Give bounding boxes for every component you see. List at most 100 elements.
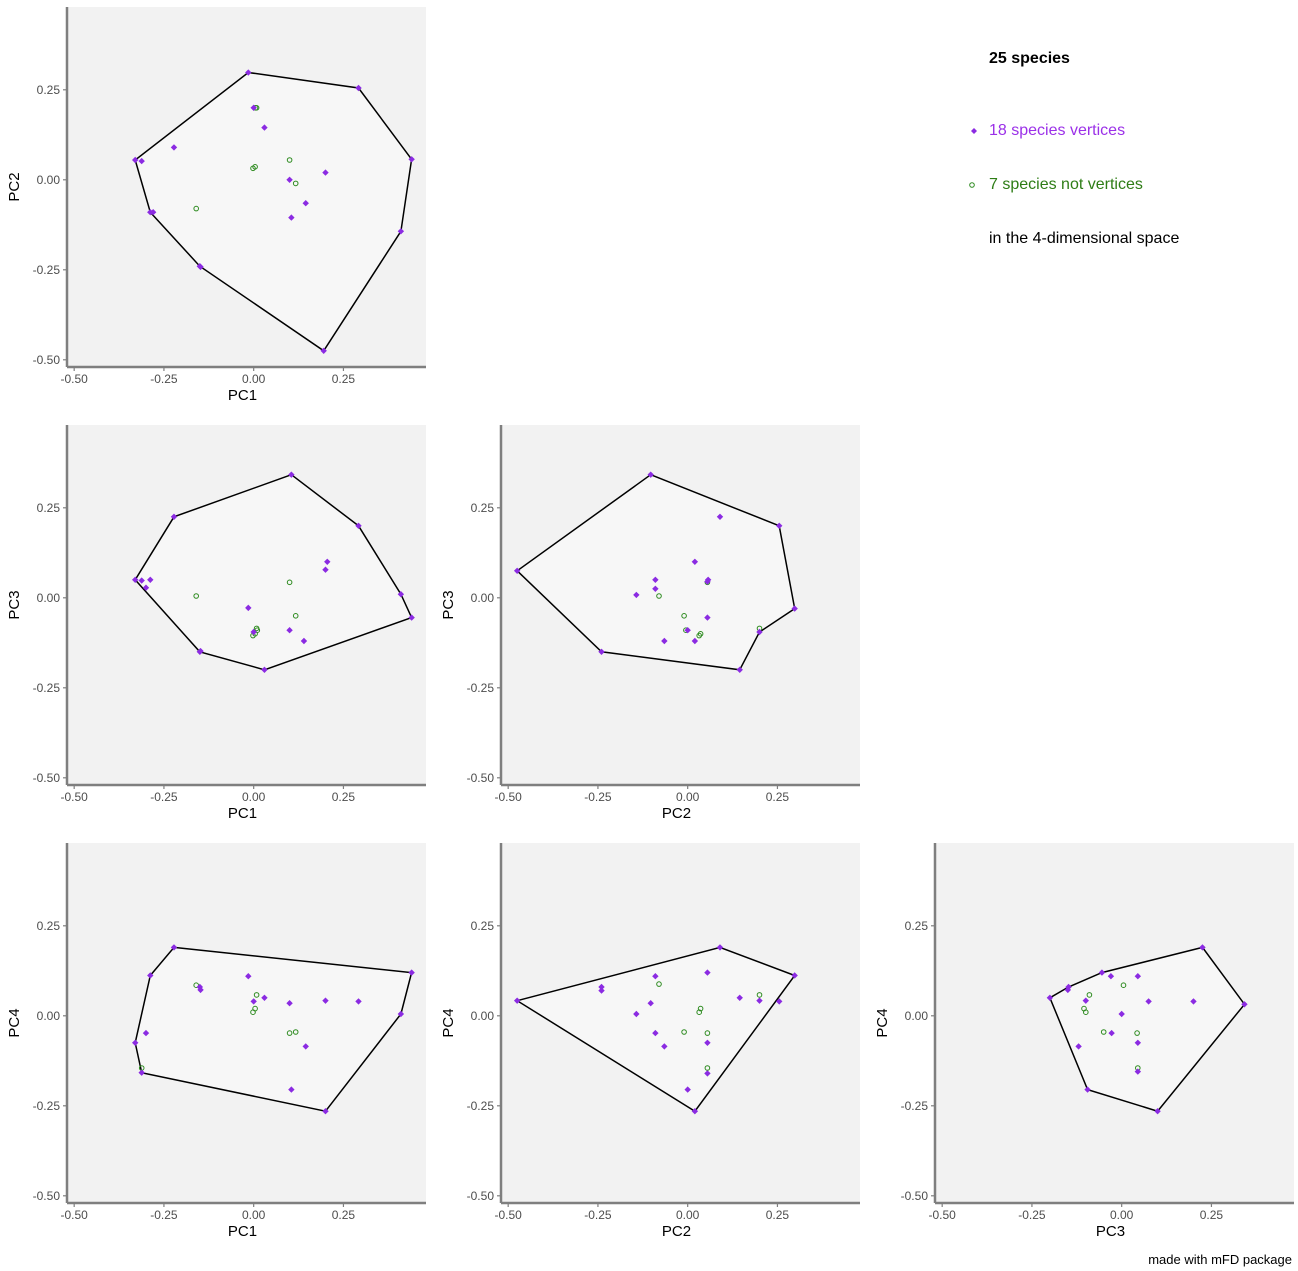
vertex-point — [170, 144, 178, 151]
vertex-point — [322, 169, 329, 176]
convex-hull — [134, 946, 413, 1113]
vertex-point — [397, 591, 405, 598]
nonvertex-point — [286, 157, 293, 163]
vertex-point — [132, 576, 139, 583]
vertex-point — [704, 614, 711, 621]
vertex-point — [652, 973, 659, 980]
x-tick-label: -0.25 — [1018, 1208, 1046, 1222]
vertex-point — [513, 997, 521, 1004]
vertex-point — [132, 1039, 139, 1046]
vertex-point — [288, 1086, 295, 1093]
vertex-point — [1064, 986, 1072, 994]
y-tick-label: 0.25 — [37, 919, 61, 933]
y-tick-label: -0.50 — [467, 1189, 495, 1203]
y-tick-label: 0.25 — [37, 501, 61, 515]
nonvertex-point — [252, 164, 258, 170]
vertex-point — [776, 998, 783, 1005]
nonvertex-point — [1120, 982, 1127, 989]
nonvertex-point — [681, 1029, 687, 1035]
vertex-point — [756, 628, 763, 636]
vertex-point — [170, 513, 178, 520]
vertex-point — [736, 666, 743, 673]
y-axis-label: PC4 — [6, 1008, 23, 1037]
y-tick-label: -0.25 — [467, 1099, 495, 1113]
y-tick-label: -0.50 — [33, 1189, 61, 1203]
vertex-point — [355, 522, 362, 529]
convex-hull — [516, 473, 796, 671]
x-axis-label: PC2 — [662, 805, 691, 822]
vertex-point — [513, 567, 521, 574]
x-tick-label: 0.00 — [1110, 1208, 1134, 1222]
vertex-point — [288, 214, 295, 221]
vertex-point — [684, 627, 691, 634]
vertex-point — [322, 997, 329, 1004]
vertex-point — [302, 1043, 309, 1050]
vertex-point — [647, 1000, 654, 1007]
panel-pc1-pc2: -0.50-0.50 -0.25 -0.25 0.00 0.00 0.25 0.25 PC1 P… — [6, 7, 426, 404]
vertex-point — [1154, 1108, 1161, 1115]
vertex-point — [661, 1043, 668, 1050]
vertex-point — [245, 69, 252, 76]
footer-credit: made with mFD package — [1148, 1252, 1292, 1267]
y-tick-label: -0.50 — [33, 771, 61, 785]
vertex-point — [261, 124, 268, 131]
vertex-point — [598, 983, 605, 991]
x-axis-label: PC2 — [662, 1223, 691, 1240]
vertex-point — [1145, 998, 1152, 1005]
y-tick-label: 0.00 — [471, 591, 495, 605]
convex-hull — [1048, 946, 1246, 1113]
vertex-point — [716, 513, 724, 520]
x-tick-label: -0.50 — [495, 790, 523, 804]
y-tick-label: 0.25 — [905, 919, 929, 933]
vertex-point — [1107, 973, 1115, 980]
vertex-point — [633, 1010, 640, 1018]
vertex-point — [250, 998, 257, 1005]
x-axis-label: PC3 — [1096, 1223, 1125, 1240]
vertex-point — [408, 614, 415, 621]
y-tick-label: -0.50 — [467, 771, 495, 785]
nonvertex-point — [697, 631, 704, 637]
x-tick-label: 0.25 — [766, 1208, 790, 1222]
vertex-point — [138, 157, 145, 165]
vertex-point — [147, 972, 154, 979]
vertex-point — [408, 969, 415, 976]
vertex-point — [652, 1029, 659, 1037]
y-axis-label: PC4 — [874, 1008, 891, 1037]
vertex-point — [286, 627, 293, 634]
x-tick-label: -0.25 — [584, 1208, 612, 1222]
y-tick-label: 0.25 — [471, 501, 495, 515]
x-tick-label: 0.00 — [676, 790, 700, 804]
nonvertex-point — [253, 992, 260, 998]
x-tick-label: -0.50 — [61, 790, 89, 804]
vertex-point — [704, 578, 711, 585]
nonvertex-point — [286, 1030, 293, 1036]
x-tick-label: -0.25 — [150, 790, 178, 804]
vertex-point — [245, 973, 252, 980]
panel-pc1-pc4: -0.50-0.50 -0.25 -0.25 0.00 0.00 0.25 0.25 PC1 P… — [6, 843, 426, 1240]
x-tick-label: 0.00 — [242, 790, 266, 804]
nonvertex-point — [193, 205, 199, 212]
nonvertex-point — [1100, 1029, 1107, 1035]
vertex-point — [300, 637, 308, 645]
vertex-point — [1134, 1039, 1142, 1046]
vertex-point — [197, 986, 204, 994]
x-tick-label: 0.25 — [332, 1208, 356, 1222]
vertex-point — [197, 647, 204, 655]
vertex-point — [691, 558, 699, 565]
y-tick-label: -0.25 — [33, 681, 61, 695]
y-tick-label: 0.25 — [37, 83, 61, 97]
nonvertex-point — [1134, 1030, 1140, 1036]
vertex-point — [633, 591, 640, 599]
nonvertex-point — [704, 1030, 711, 1036]
vertex-point — [1241, 1001, 1248, 1008]
x-tick-label: 0.00 — [242, 1208, 266, 1222]
vertex-point — [691, 1108, 699, 1115]
y-tick-label: -0.25 — [33, 1099, 61, 1113]
y-axis-label: PC2 — [6, 172, 23, 201]
vertex-point — [704, 969, 711, 976]
y-axis-label: PC3 — [440, 590, 457, 619]
nonvertex-point — [252, 1005, 258, 1012]
nonvertex-circle-icon — [969, 182, 975, 188]
vertex-point — [355, 84, 362, 92]
panel-pc2-pc4: -0.50-0.50 -0.25 -0.25 0.00 0.00 0.25 0.25 PC2 P… — [440, 843, 860, 1240]
